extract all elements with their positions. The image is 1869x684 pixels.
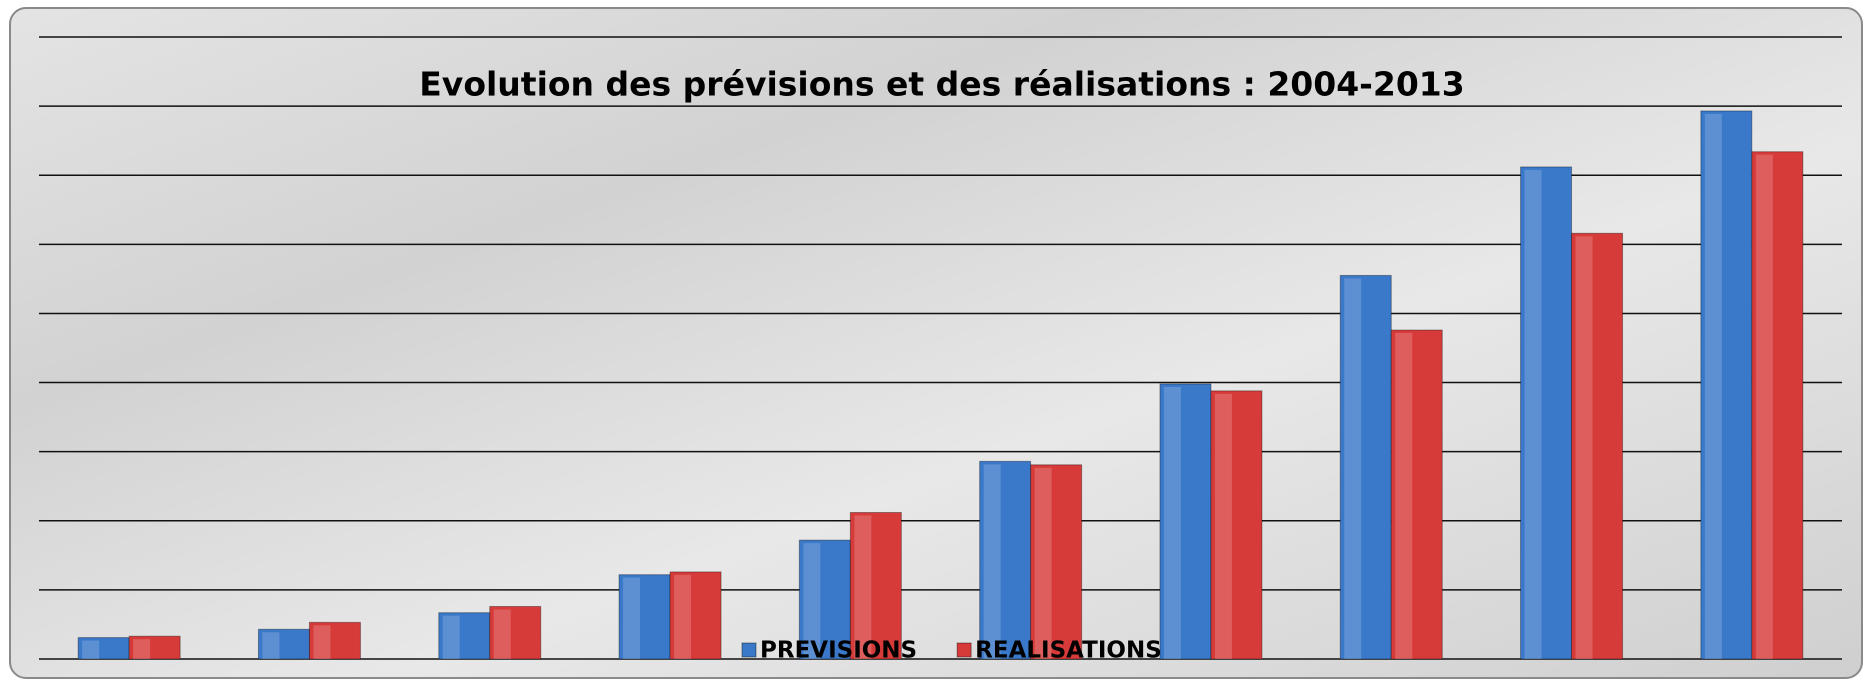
- bar: [1700, 110, 1753, 660]
- bar: [1751, 151, 1804, 660]
- bar: [257, 628, 310, 660]
- bar-highlight: [1704, 113, 1722, 659]
- bar-highlight: [1755, 154, 1773, 660]
- bar-highlight: [262, 632, 280, 659]
- bar-highlight: [623, 577, 641, 659]
- bar: [1571, 232, 1624, 660]
- bar: [849, 511, 902, 660]
- bar-highlight: [983, 464, 1001, 659]
- bar-highlight: [1163, 386, 1181, 659]
- bar: [1159, 383, 1212, 660]
- bar-highlight: [313, 625, 331, 659]
- bar: [618, 574, 671, 660]
- bar-highlight: [854, 515, 872, 659]
- bar-highlight: [674, 574, 692, 659]
- legend-label: REALISATIONS: [975, 638, 1162, 664]
- bar-highlight: [133, 639, 151, 659]
- bar: [1390, 329, 1443, 660]
- chart-title: Evolution des prévisions et des réalisat…: [419, 65, 1464, 104]
- bar-highlight: [82, 640, 100, 659]
- bar: [979, 460, 1032, 660]
- bar: [1339, 274, 1392, 660]
- bar: [489, 605, 542, 660]
- bar: [128, 635, 181, 660]
- bar-highlight: [1034, 467, 1052, 659]
- bar: [1520, 166, 1573, 660]
- bar-highlight: [803, 543, 821, 659]
- legend-swatch: [956, 642, 972, 658]
- bar-highlight: [1395, 333, 1413, 659]
- bar-highlight: [1344, 278, 1362, 659]
- bar-highlight: [493, 609, 511, 659]
- legend-label: PREVISIONS: [760, 638, 917, 664]
- bar-highlight: [1524, 169, 1542, 659]
- bar-highlight: [1214, 393, 1232, 659]
- bar-highlight: [1575, 236, 1593, 659]
- bar: [438, 612, 491, 660]
- bar: [1210, 390, 1263, 660]
- bar: [669, 571, 722, 660]
- bar: [1030, 464, 1083, 660]
- bar: [308, 621, 361, 660]
- legend-swatch: [741, 642, 757, 658]
- bar: [798, 539, 851, 660]
- bar-highlight: [442, 615, 460, 659]
